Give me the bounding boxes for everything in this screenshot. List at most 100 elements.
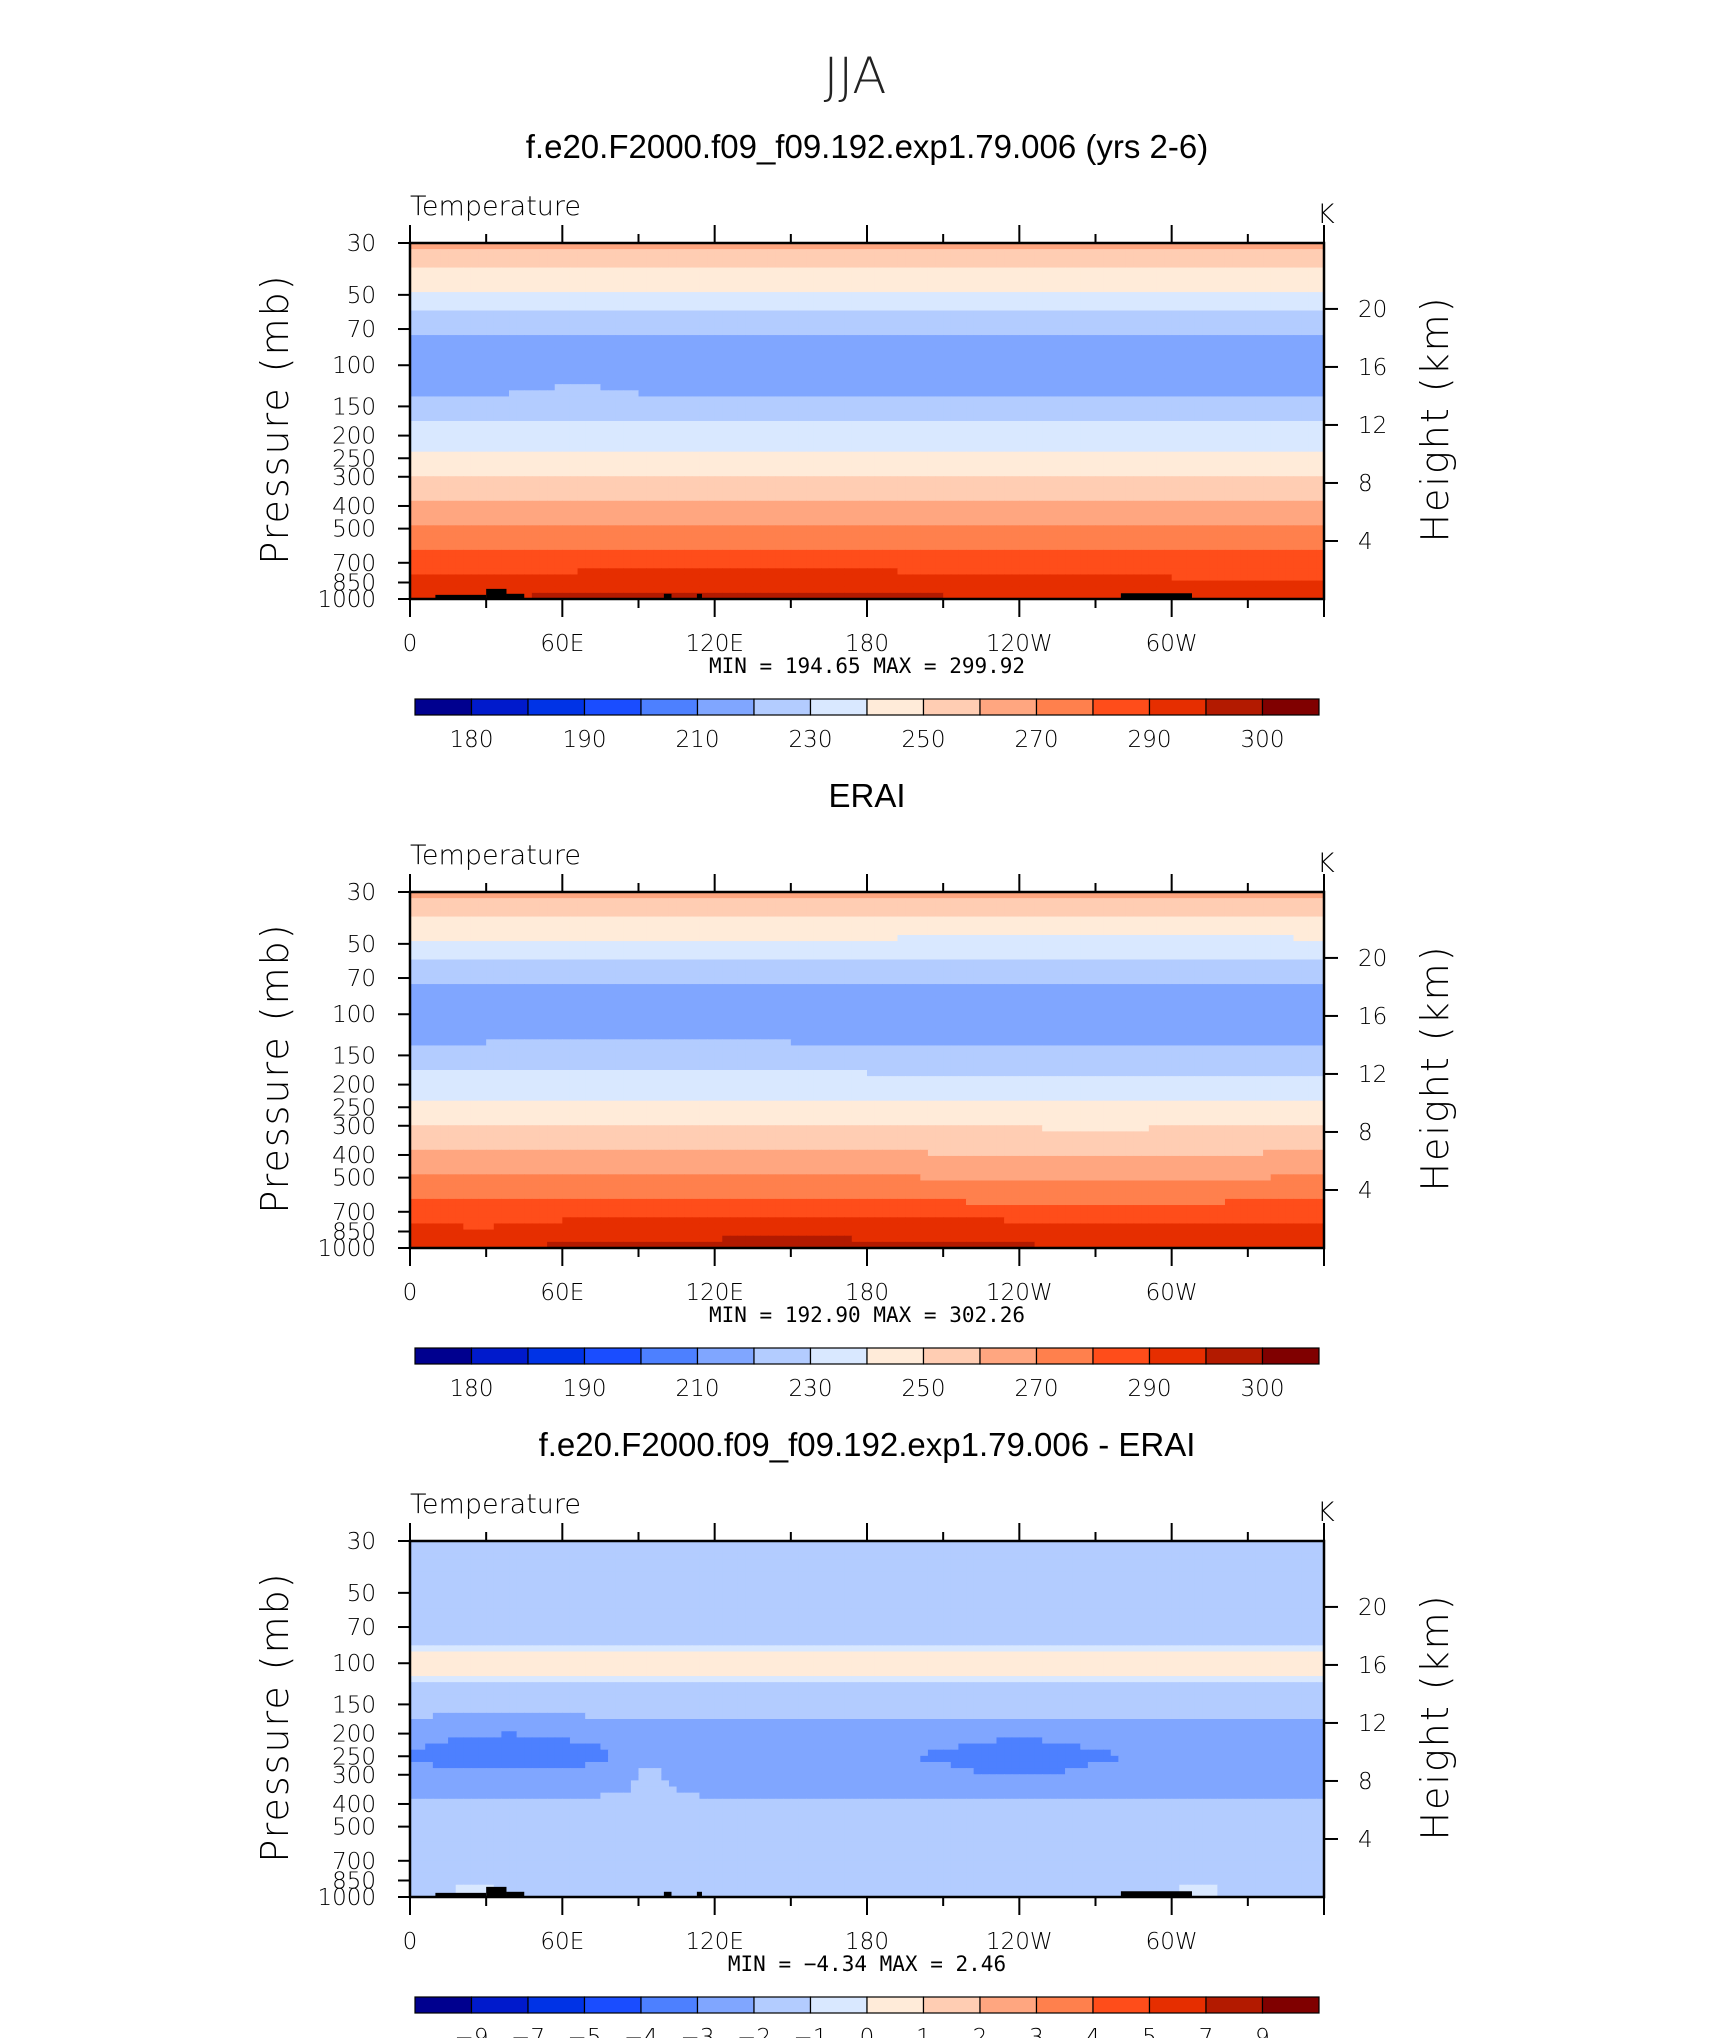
variable-label: Temperature — [410, 1489, 581, 1520]
y-tick-label: 150 — [332, 394, 376, 420]
min-value: 194.65 — [785, 654, 861, 678]
colorbar-box — [1205, 698, 1264, 716]
colorbar: −9 −7 −5 −4 −3 −2 −1 0 1 2 3 4 5 7 9 — [414, 1996, 1320, 2038]
y-tick-label: 250 — [332, 1095, 376, 1121]
y-tick-label: 50 — [347, 283, 376, 309]
y2-tick-label: 4 — [1358, 529, 1373, 555]
topography-mask — [435, 588, 1192, 599]
y-axis-label: Pressure (mb) — [253, 273, 297, 564]
x-tick-label: 0 — [403, 1280, 418, 1306]
y-axis-label: Pressure (mb) — [253, 922, 297, 1213]
colorbar-box — [1148, 698, 1207, 716]
y-tick-label: 1000 — [317, 1236, 376, 1262]
colorbar-label: 0 — [860, 2025, 875, 2038]
max-value: 2.46 — [956, 1952, 1007, 1976]
colorbar-label: −5 — [568, 2025, 602, 2038]
colorbar-box — [1261, 698, 1320, 716]
y2-tick-label: 8 — [1358, 1769, 1373, 1795]
y-tick-label: 850 — [332, 1869, 376, 1895]
colorbar-box — [583, 1996, 642, 2014]
y-tick-label: 1000 — [317, 587, 376, 613]
x-tick-label: 60W — [1146, 1929, 1198, 1955]
colorbar-box — [1148, 1347, 1207, 1365]
colorbar-box — [527, 1347, 586, 1365]
colorbar-box — [922, 698, 981, 716]
colorbar-box — [753, 1347, 812, 1365]
units-label: K — [1317, 1497, 1335, 1528]
colorbar-label: 300 — [1241, 727, 1285, 753]
colorbar-box — [922, 1996, 981, 2014]
colorbar-box — [470, 1347, 529, 1365]
colorbar-box — [1205, 1347, 1264, 1365]
colorbar-box — [470, 1996, 529, 2014]
y-tick-label: 30 — [347, 1529, 376, 1555]
units-label: K — [1317, 848, 1335, 879]
colorbar-label: −3 — [681, 2025, 715, 2038]
colorbar-box — [979, 698, 1038, 716]
colorbar-box — [922, 1347, 981, 1365]
contour-field — [410, 1541, 1325, 1898]
y2-tick-label: 4 — [1358, 1178, 1373, 1204]
y2-tick-label: 12 — [1358, 1711, 1387, 1737]
colorbar-box — [1035, 698, 1094, 716]
y2-axis-label: Height (km) — [1413, 944, 1457, 1191]
colorbar-box — [866, 1996, 925, 2014]
panel-title: f.e20.F2000.f09_f09.192.exp1.79.006 (yrs… — [526, 128, 1208, 165]
y-tick-label: 100 — [332, 1651, 376, 1677]
colorbar-box — [979, 1996, 1038, 2014]
colorbar-label: 9 — [1255, 2025, 1270, 2038]
min-max-label: MIN = −4.34 MAX = 2.46 — [728, 1952, 1006, 1976]
colorbar-label: 210 — [676, 1376, 720, 1402]
y-tick-label: 500 — [332, 1815, 376, 1841]
y-tick-label: 250 — [332, 446, 376, 472]
colorbar-box — [696, 1347, 755, 1365]
y-tick-label: 100 — [332, 1002, 376, 1028]
x-tick-label: 60W — [1146, 631, 1198, 657]
y-tick-label: 850 — [332, 571, 376, 597]
x-tick-label: 120W — [986, 631, 1053, 657]
colorbar-box — [753, 1996, 812, 2014]
colorbar-label: 190 — [563, 1376, 607, 1402]
contour-field — [410, 892, 1325, 1249]
colorbar-label: −7 — [511, 2025, 545, 2038]
min-max-label: MIN = 192.90 MAX = 302.26 — [709, 1303, 1025, 1327]
colorbar: 180 190 210 230 250 270 290 300 — [414, 1347, 1320, 1402]
x-tick-label: 120W — [986, 1929, 1053, 1955]
y2-tick-label: 16 — [1358, 1004, 1387, 1030]
y-tick-label: 200 — [332, 1073, 376, 1099]
y2-axis-label: Height (km) — [1413, 1593, 1457, 1840]
x-tick-label: 60E — [540, 1280, 584, 1306]
colorbar-label: 270 — [1015, 1376, 1059, 1402]
y-tick-label: 300 — [332, 465, 376, 491]
y-tick-label: 700 — [332, 551, 376, 577]
colorbar-box — [414, 1347, 473, 1365]
max-value: 299.92 — [949, 654, 1025, 678]
variable-label: Temperature — [410, 191, 581, 222]
colorbar-box — [640, 1347, 699, 1365]
y-tick-label: 50 — [347, 932, 376, 958]
colorbar-box — [696, 698, 755, 716]
y-tick-label: 1000 — [317, 1885, 376, 1911]
max-value: 302.26 — [949, 1303, 1025, 1327]
colorbar-box — [414, 1996, 473, 2014]
y2-tick-label: 20 — [1358, 297, 1387, 323]
y2-tick-label: 12 — [1358, 1062, 1387, 1088]
y-tick-label: 50 — [347, 1581, 376, 1607]
colorbar-label: 5 — [1142, 2025, 1157, 2038]
x-tick-label: 0 — [403, 1929, 418, 1955]
y-tick-label: 150 — [332, 1043, 376, 1069]
colorbar-label: 210 — [676, 727, 720, 753]
x-tick-label: 120E — [685, 1929, 743, 1955]
colorbar-box — [414, 698, 473, 716]
colorbar-label: 3 — [1029, 2025, 1044, 2038]
y-tick-label: 200 — [332, 1722, 376, 1748]
y-tick-label: 100 — [332, 353, 376, 379]
colorbar-label: 290 — [1128, 727, 1172, 753]
colorbar-box — [979, 1347, 1038, 1365]
colorbar-box — [583, 1347, 642, 1365]
y-tick-label: 700 — [332, 1200, 376, 1226]
y-tick-label: 500 — [332, 1166, 376, 1192]
y2-tick-label: 12 — [1358, 413, 1387, 439]
y-tick-label: 70 — [347, 1615, 376, 1641]
y-axis-label: Pressure (mb) — [253, 1571, 297, 1862]
